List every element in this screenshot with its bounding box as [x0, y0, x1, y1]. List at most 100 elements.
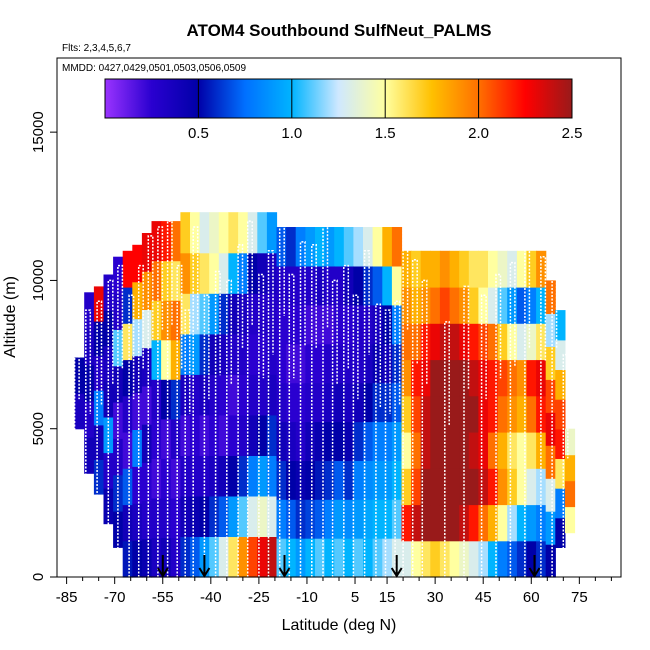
flight-profile-line	[73, 294, 80, 577]
flight-profile-line	[352, 294, 359, 577]
heat-cell	[286, 265, 297, 306]
arrow-marker	[528, 555, 541, 578]
heat-cell	[468, 468, 479, 506]
heat-cell	[238, 455, 249, 497]
heat-cell	[238, 293, 249, 335]
heat-cell	[478, 504, 489, 542]
heat-cell	[324, 421, 335, 461]
heat-cell	[497, 250, 508, 288]
heat-cell	[305, 460, 316, 500]
heat-cell	[199, 333, 210, 375]
heat-cell	[257, 333, 268, 375]
heat-cell	[151, 339, 162, 380]
heat-cell	[391, 421, 403, 461]
heat-cell	[209, 212, 220, 254]
heat-cell	[247, 495, 258, 537]
heat-cell	[170, 537, 181, 578]
heat-cell	[507, 323, 518, 361]
heat-cell	[305, 382, 316, 423]
flight-profile-line	[463, 285, 470, 577]
heat-cell	[141, 424, 153, 463]
heat-cell	[488, 504, 499, 542]
heat-cell	[555, 517, 566, 548]
x-tick-label: -40	[200, 589, 222, 606]
x-tick-label: -70	[104, 589, 126, 606]
heat-cell	[315, 304, 326, 345]
heat-cell	[449, 287, 460, 324]
heat-cell	[334, 499, 345, 539]
heat-cell	[488, 432, 499, 469]
heat-cell	[353, 460, 364, 500]
heat-cell	[343, 538, 354, 578]
y-tick-label: 15000	[30, 111, 47, 153]
x-axis-label: Latitude (deg N)	[282, 617, 397, 634]
heat-cell	[324, 499, 335, 539]
heat-cell	[401, 432, 412, 469]
heat-cell	[382, 227, 393, 267]
heat-cell	[430, 468, 441, 506]
heat-cell	[122, 432, 133, 469]
heat-cell	[161, 339, 172, 380]
heat-cell	[488, 323, 499, 361]
heat-cell	[247, 252, 258, 294]
heat-cell	[257, 536, 268, 578]
heat-cell	[363, 421, 374, 461]
heat-cell	[468, 395, 479, 433]
heat-cell	[122, 540, 133, 578]
x-tick-label: -25	[248, 589, 270, 606]
heat-cell	[391, 343, 403, 384]
heat-cell	[141, 538, 153, 578]
heat-cell	[411, 504, 422, 542]
heat-cell	[545, 445, 556, 479]
heat-cell	[372, 460, 383, 500]
heat-cell	[411, 395, 422, 433]
heat-cell	[343, 265, 354, 306]
flight-profile-line	[311, 244, 317, 577]
heat-cell	[132, 466, 143, 504]
heat-cell	[122, 395, 133, 433]
heat-cell	[526, 359, 537, 397]
heat-cell	[93, 286, 105, 322]
heat-cell	[228, 455, 239, 497]
heat-cell	[266, 414, 278, 456]
flight-profile-line	[226, 279, 233, 577]
heat-cell	[276, 538, 287, 578]
arrow-marker	[156, 555, 169, 578]
heat-cell	[526, 323, 537, 361]
heat-cell	[363, 460, 374, 500]
heat-cell	[564, 454, 576, 482]
heat-cell	[93, 459, 105, 495]
heat-cell	[411, 250, 422, 288]
heat-cell	[343, 227, 354, 267]
heat-cell	[507, 250, 518, 288]
flight-profile-line	[267, 250, 274, 577]
heat-cell	[411, 468, 422, 506]
heat-cell	[459, 287, 470, 324]
heat-cell	[228, 495, 239, 537]
flight-profile-line	[394, 300, 401, 577]
heat-cell	[363, 382, 374, 423]
heat-cell	[199, 455, 210, 497]
flight-profile-line	[184, 309, 191, 577]
heat-cell	[526, 432, 537, 469]
heat-cell	[170, 379, 181, 420]
heat-cell	[420, 359, 431, 397]
colorbar-tick-label: 2.0	[468, 125, 489, 142]
heat-cell	[363, 538, 374, 578]
heat-cell	[266, 333, 278, 375]
flight-profile-line	[157, 226, 164, 577]
heat-cell	[93, 321, 105, 357]
heat-cell	[218, 333, 229, 375]
heat-cell	[305, 421, 316, 461]
heat-cell	[449, 250, 460, 288]
heat-cell	[507, 432, 518, 469]
heat-cell	[334, 227, 345, 267]
flight-profile-line	[288, 273, 295, 577]
flight-profile-line	[246, 220, 253, 577]
flights-note: Flts: 2,3,4,5,6,7	[62, 43, 131, 54]
heat-cell	[420, 323, 431, 361]
heat-cell	[536, 287, 547, 324]
heat-cell	[257, 495, 268, 537]
heat-cell	[497, 504, 508, 542]
